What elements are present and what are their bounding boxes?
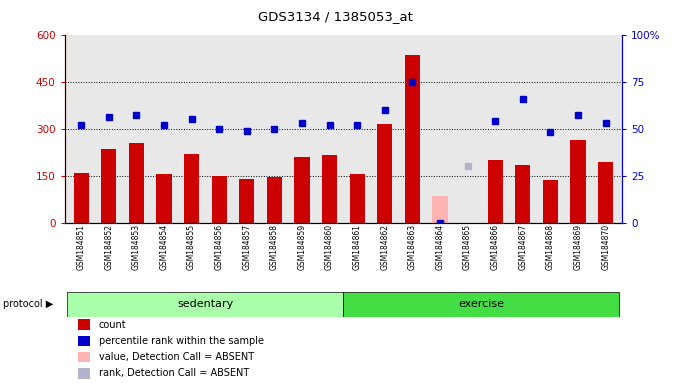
Text: rank, Detection Call = ABSENT: rank, Detection Call = ABSENT — [99, 368, 249, 378]
Bar — [515, 165, 530, 223]
Bar — [432, 196, 447, 223]
Text: protocol ▶: protocol ▶ — [3, 299, 54, 310]
Bar — [350, 174, 364, 223]
Text: percentile rank within the sample: percentile rank within the sample — [99, 336, 264, 346]
Bar — [571, 140, 585, 223]
Bar — [488, 160, 503, 223]
Bar — [73, 172, 89, 223]
Bar — [156, 174, 171, 223]
Text: exercise: exercise — [458, 299, 505, 310]
Bar — [184, 154, 199, 223]
Bar — [405, 55, 420, 223]
Bar — [377, 124, 392, 223]
Bar — [322, 155, 337, 223]
Bar — [129, 143, 144, 223]
Text: GDS3134 / 1385053_at: GDS3134 / 1385053_at — [258, 10, 413, 23]
Bar — [267, 177, 282, 223]
Bar — [239, 179, 254, 223]
Text: count: count — [99, 320, 126, 330]
Bar — [543, 180, 558, 223]
Text: value, Detection Call = ABSENT: value, Detection Call = ABSENT — [99, 352, 254, 362]
Bar — [343, 292, 619, 317]
Text: sedentary: sedentary — [177, 299, 233, 310]
Bar — [211, 176, 226, 223]
Bar — [598, 162, 613, 223]
Bar — [294, 157, 309, 223]
Bar — [101, 149, 116, 223]
Bar — [67, 292, 343, 317]
